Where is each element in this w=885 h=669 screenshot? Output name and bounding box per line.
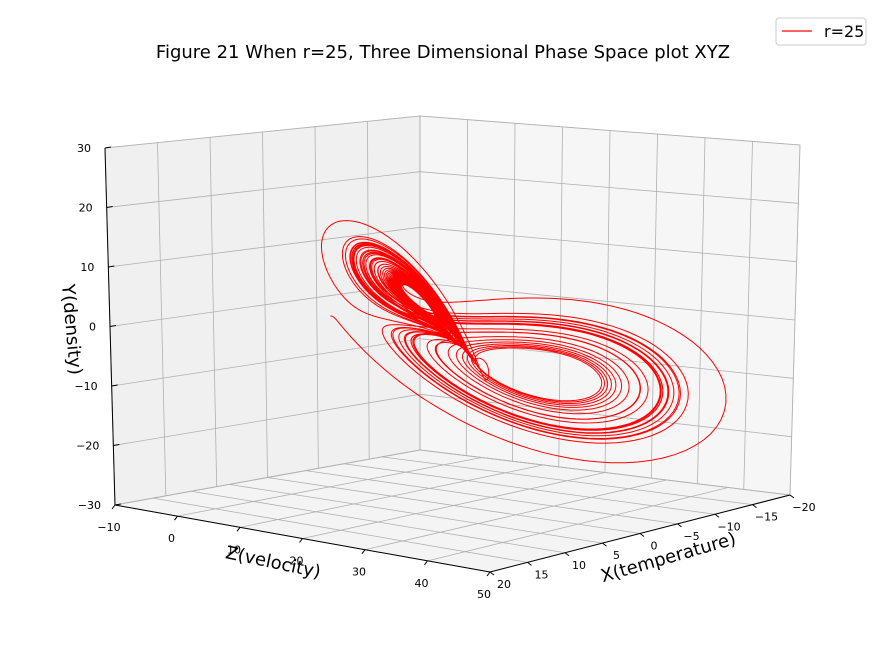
x-tick-mark [752, 504, 757, 509]
y-tick-label: 30 [77, 142, 91, 155]
z-tick-mark [424, 560, 428, 566]
x-tick-mark [602, 542, 607, 547]
x-tick-label: −20 [792, 501, 815, 514]
axis-lines [104, 146, 795, 577]
y-tick-label: −20 [76, 440, 99, 453]
x-tick-label: 15 [535, 568, 549, 581]
tick-labels: −100102030405020151050−5−10−15−203020100… [74, 142, 815, 601]
x-tick-mark [789, 494, 795, 499]
y-tick-label: −30 [78, 499, 101, 512]
z-tick-mark [236, 527, 241, 532]
z-tick-label: 50 [477, 588, 491, 601]
x-floor-gridline [153, 497, 528, 563]
z-tick-mark [111, 504, 116, 510]
x-tick-label: −15 [755, 511, 778, 524]
legend-label-r25: r=25 [824, 22, 864, 41]
x-tick-mark [639, 533, 645, 537]
x-tick-label: 5 [613, 549, 620, 562]
z-wall-gridline [209, 137, 218, 487]
x-tick-label: 20 [497, 578, 511, 591]
z-tick-label: 40 [415, 577, 429, 590]
x-tick-mark [564, 552, 570, 557]
y-tick-mark [109, 325, 117, 327]
x-floor-gridline [229, 483, 603, 544]
x-tick-label: −10 [717, 520, 740, 533]
y-tick-label: −10 [74, 380, 97, 393]
legend-box [775, 17, 867, 46]
z-tick-label: 0 [168, 532, 175, 545]
z-axis-line [114, 504, 491, 573]
x-floor-gridline [267, 477, 641, 534]
left-pane [104, 115, 421, 506]
x-axis-line [489, 494, 791, 573]
z-wall-gridline [262, 131, 268, 478]
x-tick-label: 0 [651, 540, 658, 553]
y-axis-label: Y(density) [57, 282, 86, 376]
z-tick-mark [486, 571, 491, 577]
x-tick-mark [527, 561, 532, 566]
x-floor-gridline [343, 463, 716, 515]
y-tick-mark [108, 265, 115, 268]
z-tick-mark [174, 515, 178, 521]
y-axis-line [104, 147, 116, 506]
x-floor-gridline [305, 470, 678, 525]
z-wall-gridline [157, 142, 167, 496]
z-wall-gridline [314, 126, 319, 469]
x-tick-mark [677, 523, 682, 528]
y-tick-label: 0 [89, 321, 96, 334]
y-tick-label: 20 [79, 202, 93, 215]
legend: r=25 [775, 17, 867, 46]
x-tick-label: 10 [572, 559, 586, 572]
chart-title: Figure 21 When r=25, Three Dimensional P… [156, 42, 730, 63]
z-tick-label: 20 [290, 555, 304, 568]
z-tick-mark [361, 549, 366, 554]
y-tick-label: 10 [80, 261, 94, 274]
y-tick-mark [104, 146, 112, 149]
z-tick-label: −10 [97, 521, 120, 534]
z-tick-label: 10 [227, 543, 241, 556]
z-axis-label: Z(velocity) [224, 542, 323, 583]
y-tick-mark [106, 206, 113, 208]
x-tick-mark [489, 571, 495, 576]
y-tick-mark [113, 444, 120, 446]
series-line-r25 [321, 220, 727, 464]
x-tick-mark [714, 513, 720, 518]
x-floor-gridline [381, 456, 753, 506]
x-tick-label: −5 [683, 530, 699, 543]
y-tick-mark [111, 384, 118, 387]
x-floor-gridline [191, 490, 566, 554]
z-tick-label: 30 [352, 566, 366, 579]
z-tick-mark [299, 538, 303, 543]
